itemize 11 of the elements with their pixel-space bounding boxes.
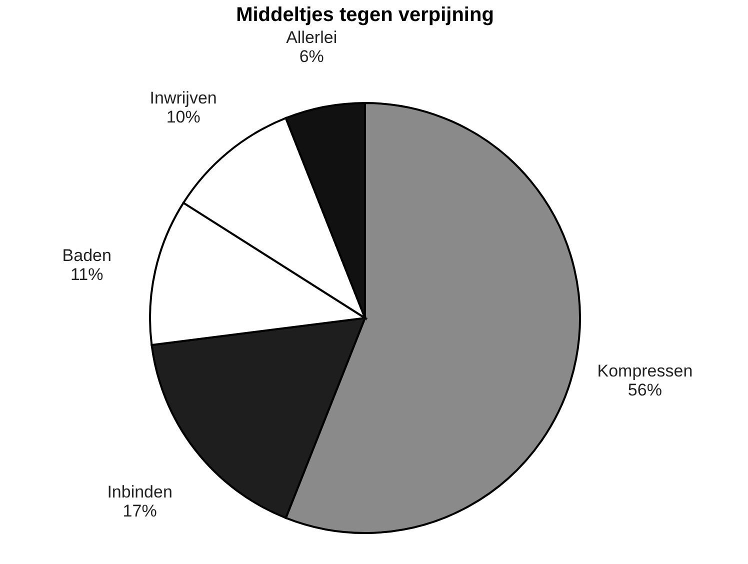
data-label: 10% — [166, 107, 200, 126]
chart-title: Middeltjes tegen verpijning — [236, 4, 494, 26]
data-label: 6% — [299, 47, 324, 66]
slice-label: Inbinden — [107, 482, 172, 502]
data-label: 17% — [122, 502, 157, 521]
data-label: 56% — [628, 380, 662, 400]
slice-label: Allerlei — [286, 28, 338, 48]
slice-label: Baden — [62, 246, 112, 265]
slice-label: Inwrijven — [150, 88, 217, 108]
data-label: 11% — [70, 264, 104, 284]
slice-label: Kompressen — [597, 361, 693, 380]
